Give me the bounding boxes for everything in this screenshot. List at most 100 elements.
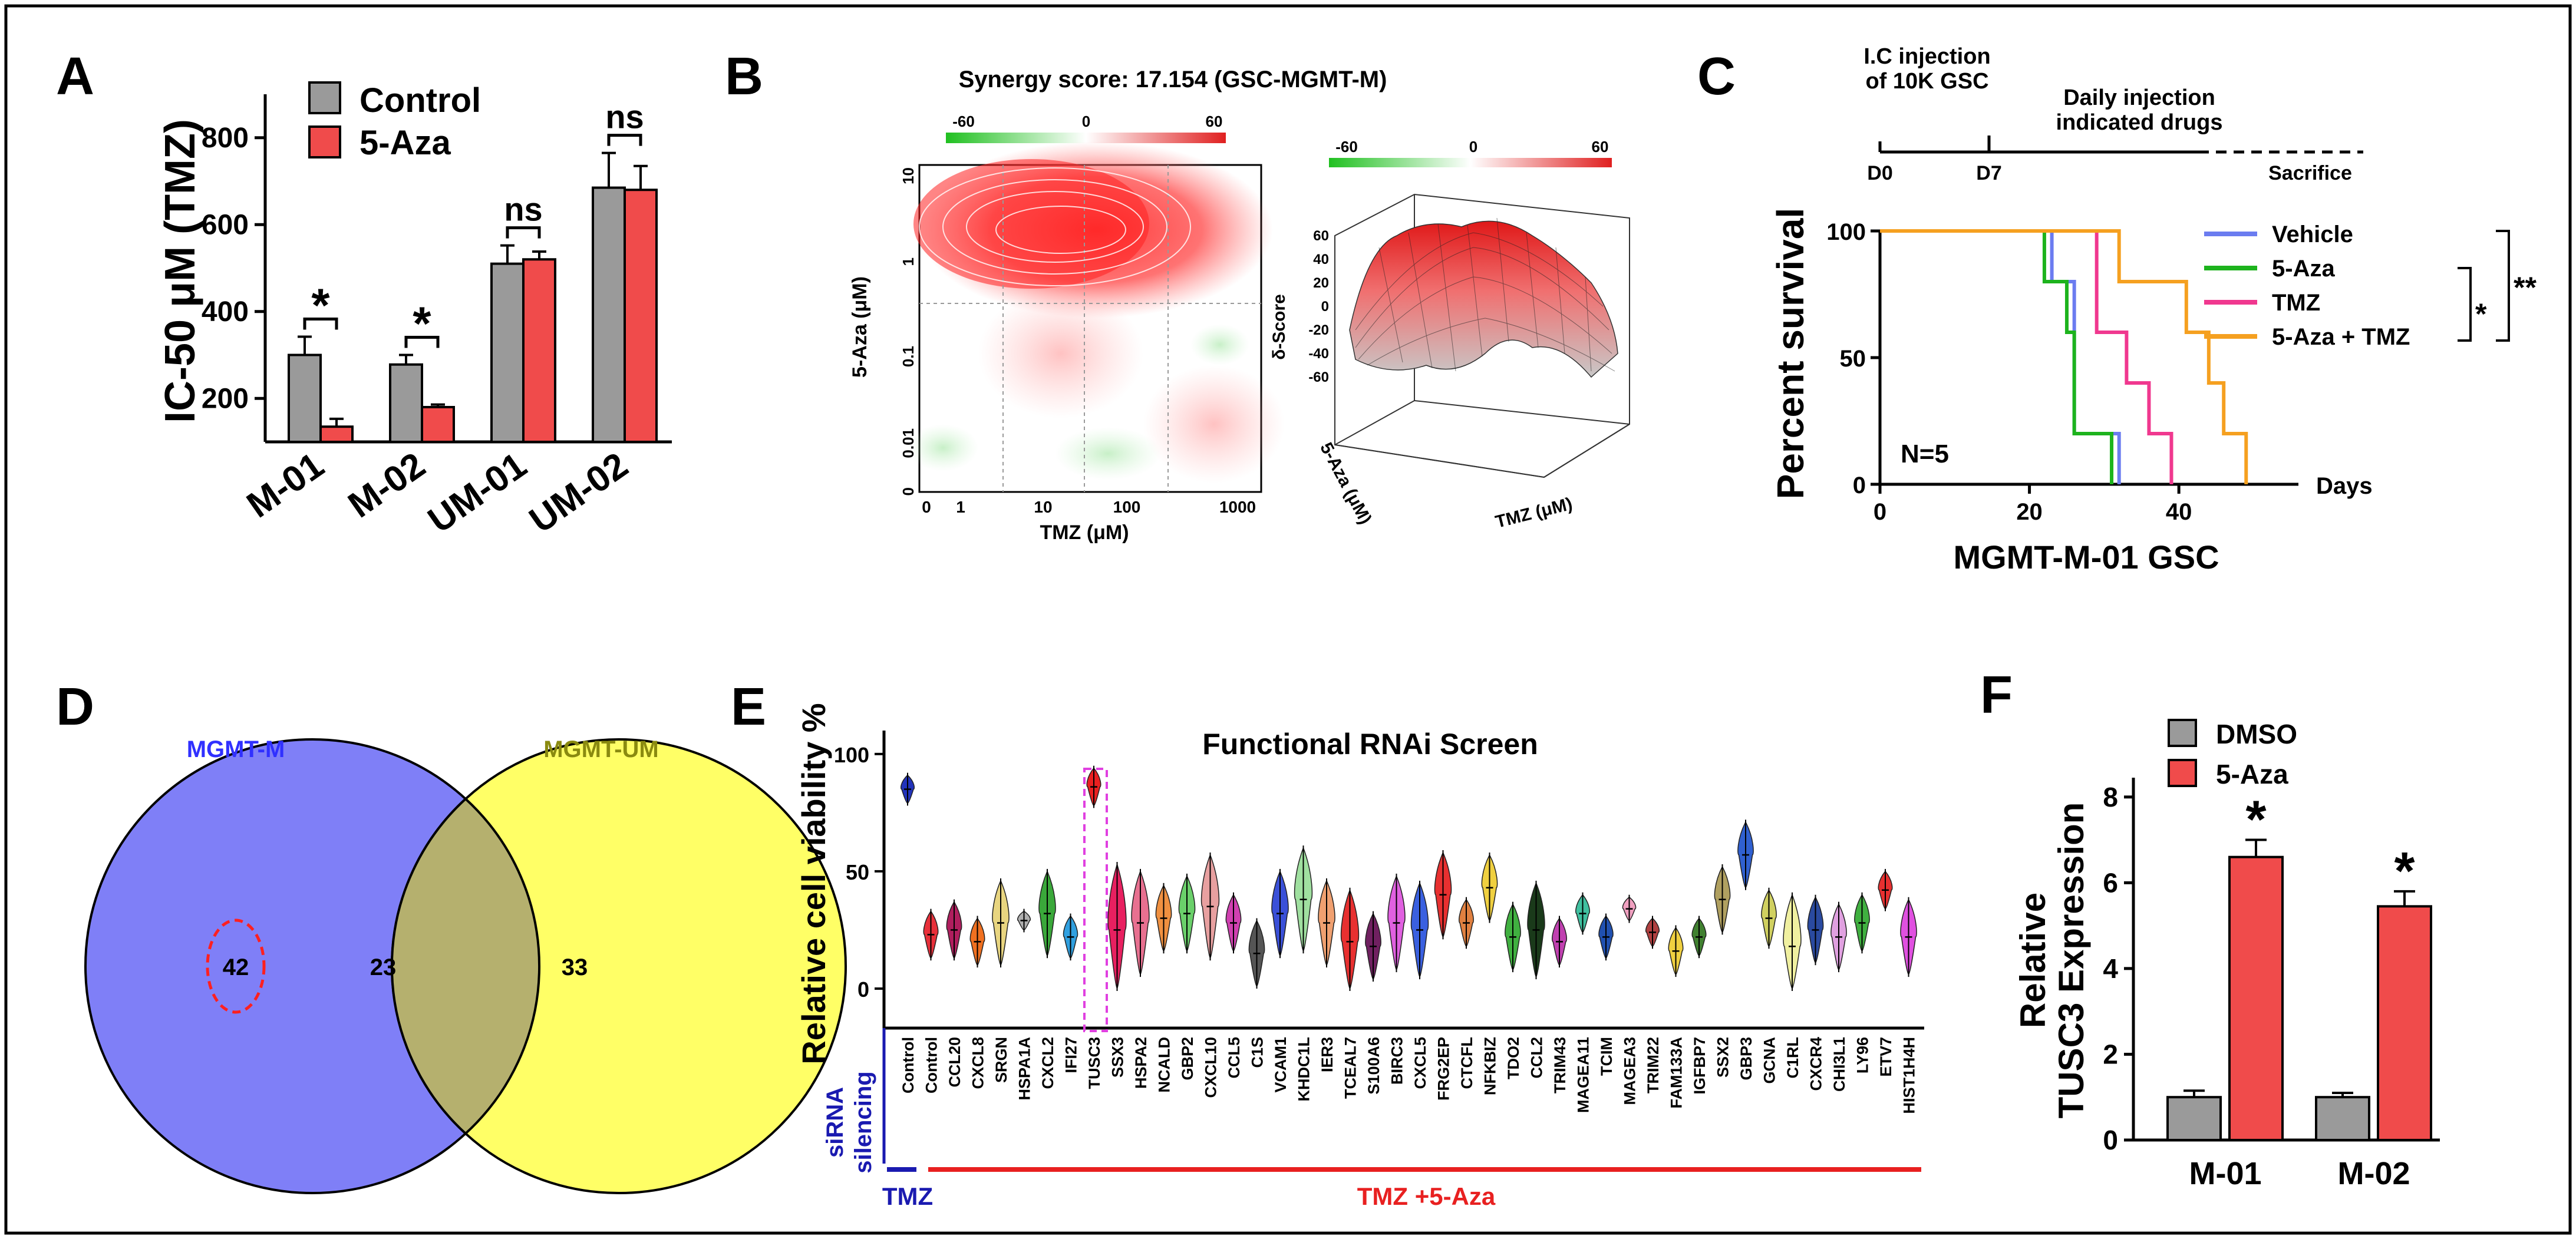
c-xtick-label: 20 xyxy=(2016,499,2043,525)
panel-a-ylabel: IC-50 μM (TMZ) xyxy=(157,119,204,423)
a-xtick-label: M-02 xyxy=(341,445,433,526)
timeline-label-1: I.C injection xyxy=(1863,44,1990,69)
c-ytick-label: 0 xyxy=(1853,473,1866,498)
venn-count-both: 23 xyxy=(370,954,397,980)
e-xtick-label: MAGEA3 xyxy=(1621,1037,1639,1105)
e-xtick-label: IGFBP7 xyxy=(1691,1037,1708,1095)
panel-c-sig-1: * xyxy=(2475,298,2487,331)
e-xtick-label: HSPA2 xyxy=(1132,1037,1150,1089)
panel-e-sirna-label: siRNA xyxy=(822,1087,848,1158)
timeline-d7: D7 xyxy=(1976,162,2001,184)
panel-d-venn: MGMT-M MGMT-UM 42 23 33 xyxy=(84,736,847,1194)
f-bar-dmso-m-01 xyxy=(2166,1096,2222,1141)
c-ytick-label: 50 xyxy=(1840,346,1866,372)
timeline-label-1b: of 10K GSC xyxy=(1865,69,1988,94)
c-legend-label: 5-Aza xyxy=(2272,256,2335,282)
a-xtick-label: UM-01 xyxy=(421,445,534,541)
a-xtick-label: M-01 xyxy=(240,445,331,526)
surface-mesh xyxy=(1349,220,1618,378)
a-bar-control-m-01 xyxy=(288,353,322,443)
figure-border xyxy=(4,4,2572,1235)
heatmap-ytick: 0.01 xyxy=(899,428,917,458)
a-bar-5-aza-um-01 xyxy=(522,258,556,443)
panel-label-d: D xyxy=(56,678,94,736)
f-xtick-label: M-02 xyxy=(2337,1156,2410,1191)
panel-e-ylabel: Relative cell viability % xyxy=(795,703,832,1064)
e-xtick-label: MAGEA11 xyxy=(1575,1037,1592,1113)
c-survival-line-tmz xyxy=(1880,229,2173,484)
timeline-sacrifice: Sacrifice xyxy=(2268,162,2352,184)
surface-ztick: 40 xyxy=(1313,252,1329,267)
panel-label-e: E xyxy=(731,678,766,736)
e-xtick-label: C1RL xyxy=(1784,1037,1802,1079)
e-xtick-label: CXCR4 xyxy=(1808,1037,1825,1091)
panel-f-ylabel-2: TUSC3 Expression xyxy=(2051,802,2091,1119)
heatmap-ytick: 0 xyxy=(899,487,917,495)
heatmap-ytick: 1 xyxy=(899,257,917,266)
panel-e-silencing-label: silencing xyxy=(850,1071,876,1173)
surface-ylabel: 5-Aza (μM) xyxy=(1316,440,1375,527)
f-ytick-label: 6 xyxy=(2103,867,2118,898)
panel-e-tusc3-highlight xyxy=(1083,768,1108,1032)
panel-b-colorbar-heatmap xyxy=(946,133,1226,143)
panel-b-title: Synergy score: 17.154 (GSC-MGMT-M) xyxy=(959,67,1387,92)
c-legend-label: Vehicle xyxy=(2272,222,2353,247)
venn-label-set1: MGMT-M xyxy=(187,736,285,762)
c-legend-label: TMZ xyxy=(2272,290,2320,316)
c-survival-line-5-aza xyxy=(1880,229,2114,484)
legend-label-5aza: 5-Aza xyxy=(359,124,451,162)
panel-e-violin-chart: Functional RNAi Screen 0 50 100 Control Con… xyxy=(795,703,1924,1210)
legend-swatch-5aza-f xyxy=(2168,759,2197,787)
e-xtick-label: HIST1H4H xyxy=(1901,1037,1918,1114)
e-xtick-label: CCL5 xyxy=(1225,1037,1243,1079)
heatmap-ytick: 0.1 xyxy=(899,346,917,367)
e-xtick-label: CXCL2 xyxy=(1039,1037,1057,1089)
surface-ztick: 60 xyxy=(1313,228,1329,244)
venn-label-set2: MGMT-UM xyxy=(543,736,659,762)
panel-c-survival: I.C injection of 10K GSC Daily injection… xyxy=(1769,44,2537,576)
surface-ztick: -40 xyxy=(1308,346,1329,362)
e-xtick-label: GCNA xyxy=(1761,1037,1779,1084)
panel-f-legend: DMSO 5-Aza xyxy=(2168,719,2297,789)
e-xtick-label: TRIM22 xyxy=(1644,1037,1662,1093)
f-bar-dmso-m-02 xyxy=(2315,1096,2370,1141)
panel-f-bar-chart: 0 2 4 6 8 * * M-01 M-02 Relative TUSC3 Express… xyxy=(2013,719,2440,1191)
e-xtick-label: IFI27 xyxy=(1063,1037,1080,1073)
surface-ztick: -20 xyxy=(1308,322,1329,338)
heatmap-xtick: 0 xyxy=(922,498,931,516)
heatmap-xtick: 1 xyxy=(956,498,965,516)
panel-label-f: F xyxy=(1980,666,2013,725)
a-ytick-label: 400 xyxy=(202,296,249,328)
c-ytick-label: 100 xyxy=(1826,219,1866,245)
e-xtick-label: FAM133A xyxy=(1668,1037,1686,1109)
a-bar-5-aza-um-02 xyxy=(624,189,658,443)
legend-swatch-dmso xyxy=(2168,719,2197,747)
venn-overlap xyxy=(390,797,541,1135)
surface-mesh-lines xyxy=(1355,217,1615,372)
a-sig-bracket xyxy=(607,134,642,146)
e-xtick-label: VCAM1 xyxy=(1272,1037,1289,1093)
e-xtick-label: HSPA1A xyxy=(1016,1037,1034,1101)
a-bar-5-aza-m-02 xyxy=(421,406,455,443)
e-ytick-label: 0 xyxy=(857,977,869,1002)
venn-count-only-m: 42 xyxy=(223,954,249,980)
heatmap-xtick: 10 xyxy=(1034,498,1052,516)
e-xtick-label: SSX3 xyxy=(1109,1037,1127,1078)
e-xtick-label: S100A6 xyxy=(1365,1037,1383,1095)
e-xtick-label: SRGN xyxy=(992,1037,1010,1083)
legend-swatch-control xyxy=(308,81,341,114)
a-ytick-label: 200 xyxy=(202,383,249,414)
e-xtick-label: CXCL8 xyxy=(969,1037,987,1089)
e-xtick-label: BIRC3 xyxy=(1388,1037,1406,1085)
timeline-d0: D0 xyxy=(1867,162,1892,184)
f-sig-label: * xyxy=(2245,791,2266,850)
panel-label-c: C xyxy=(1697,47,1736,106)
c-survival-line-5-aza-tmz xyxy=(1880,229,2248,484)
f-sig-label: * xyxy=(2394,842,2415,901)
f-bar-5-aza-m-02 xyxy=(2377,905,2432,1141)
e-xtick-label: CTCFL xyxy=(1458,1037,1476,1089)
heatmap-ylabel: 5-Aza (μM) xyxy=(849,276,871,378)
a-ytick-label: 800 xyxy=(202,123,249,154)
timeline-label-2b: indicated drugs xyxy=(2056,110,2223,135)
heatmap-xtick: 1000 xyxy=(1219,498,1256,516)
